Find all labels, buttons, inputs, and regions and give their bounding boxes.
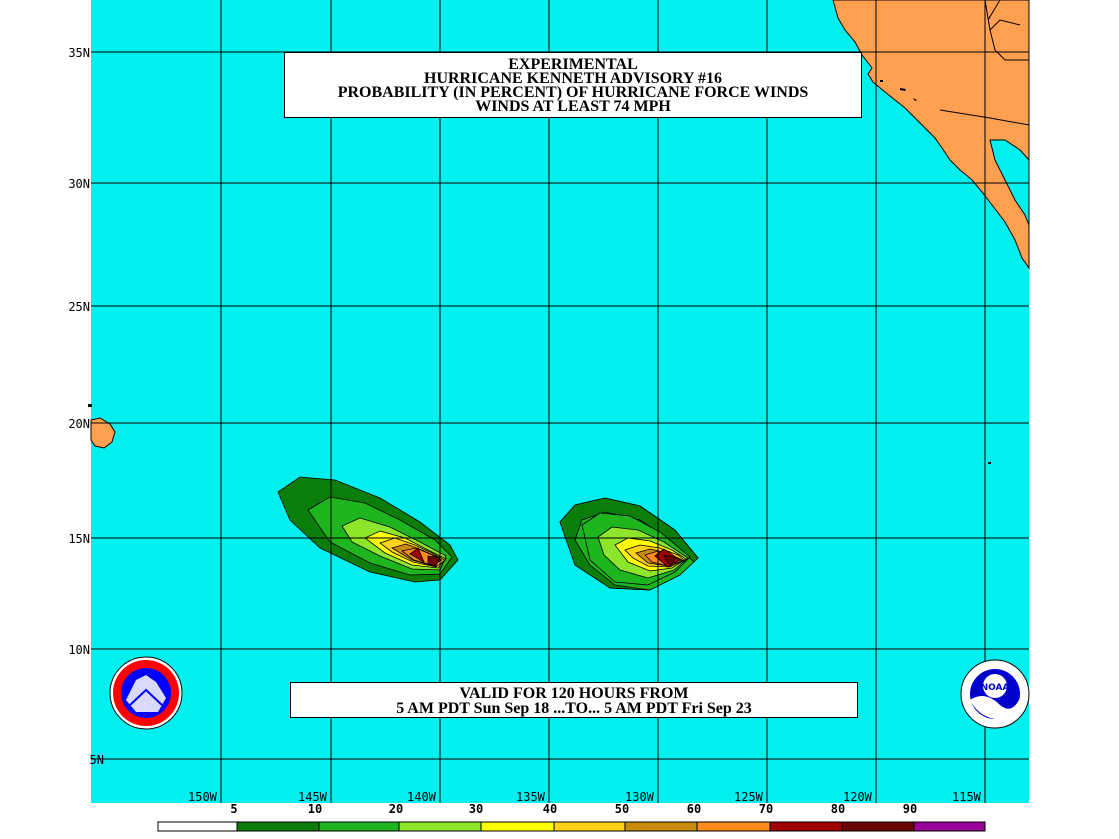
hawaii-island (90, 417, 116, 449)
legend-label: 70 (758, 802, 774, 816)
valid-line: VALID FOR 120 HOURS FROM (459, 685, 689, 702)
title-line: EXPERIMENTAL (508, 56, 638, 73)
lat-label: 30N (68, 177, 90, 191)
legend-label: 30 (468, 802, 484, 816)
legend-label: 50 (614, 802, 630, 816)
legend-swatch (841, 821, 915, 832)
lat-label: 20N (68, 417, 90, 431)
legend-swatch (236, 821, 320, 832)
legend-swatch (624, 821, 698, 832)
title-line: HURRICANE KENNETH ADVISORY #16 (424, 70, 722, 87)
title-line: WINDS AT LEAST 74 MPH (475, 98, 671, 115)
lon-label: 115W (952, 790, 982, 804)
map-title: EXPERIMENTAL HURRICANE KENNETH ADVISORY … (284, 52, 862, 118)
lon-label: 120W (843, 790, 873, 804)
legend-swatch (769, 821, 843, 832)
mexico-landmass (832, 0, 1030, 270)
legend-label: 10 (307, 802, 323, 816)
legend-label: 5 (230, 802, 238, 816)
valid-period: VALID FOR 120 HOURS FROM 5 AM PDT Sun Se… (290, 682, 858, 718)
lon-label: 140W (407, 790, 437, 804)
state-border (939, 0, 1030, 126)
lat-label: 15N (68, 532, 90, 546)
legend-colorbar (157, 821, 986, 832)
legend-label: 20 (388, 802, 404, 816)
lat-label: 35N (68, 46, 90, 60)
lat-label: 5N (90, 753, 104, 767)
legend-swatch (553, 821, 626, 832)
legend-swatch (398, 821, 482, 832)
title-line: PROBABILITY (IN PERCENT) OF HURRICANE FO… (337, 84, 809, 101)
hawaii-island (88, 404, 92, 407)
island (988, 462, 991, 464)
legend-swatch (318, 821, 400, 832)
legend-label: 60 (686, 802, 702, 816)
lat-lon-grid (91, 0, 1029, 803)
lon-label: 145W (298, 790, 328, 804)
lat-label: 25N (68, 300, 90, 314)
legend-label: 80 (830, 802, 846, 816)
noaa-logo: NOAA (960, 659, 1030, 729)
valid-line: 5 AM PDT Sun Sep 18 ...TO... 5 AM PDT Fr… (396, 700, 752, 717)
legend-swatch (913, 821, 986, 832)
lon-label: 125W (734, 790, 764, 804)
lon-label: 135W (516, 790, 546, 804)
probability-swath-west (277, 476, 459, 583)
national-weather-service-logo (109, 656, 183, 730)
lat-label: 10N (68, 643, 90, 657)
legend-labels: 5 10 20 30 40 50 60 70 80 90 (0, 802, 1119, 818)
ocean (91, 0, 1029, 803)
lon-label: 130W (625, 790, 655, 804)
noaa-logo-text: NOAA (981, 683, 1010, 693)
probability-swath-east (559, 497, 699, 591)
legend-label: 90 (902, 802, 918, 816)
legend-label: 40 (542, 802, 558, 816)
legend-swatch (696, 821, 771, 832)
legend-swatch (480, 821, 555, 832)
legend-swatch (157, 821, 238, 832)
lon-label: 150W (188, 790, 218, 804)
